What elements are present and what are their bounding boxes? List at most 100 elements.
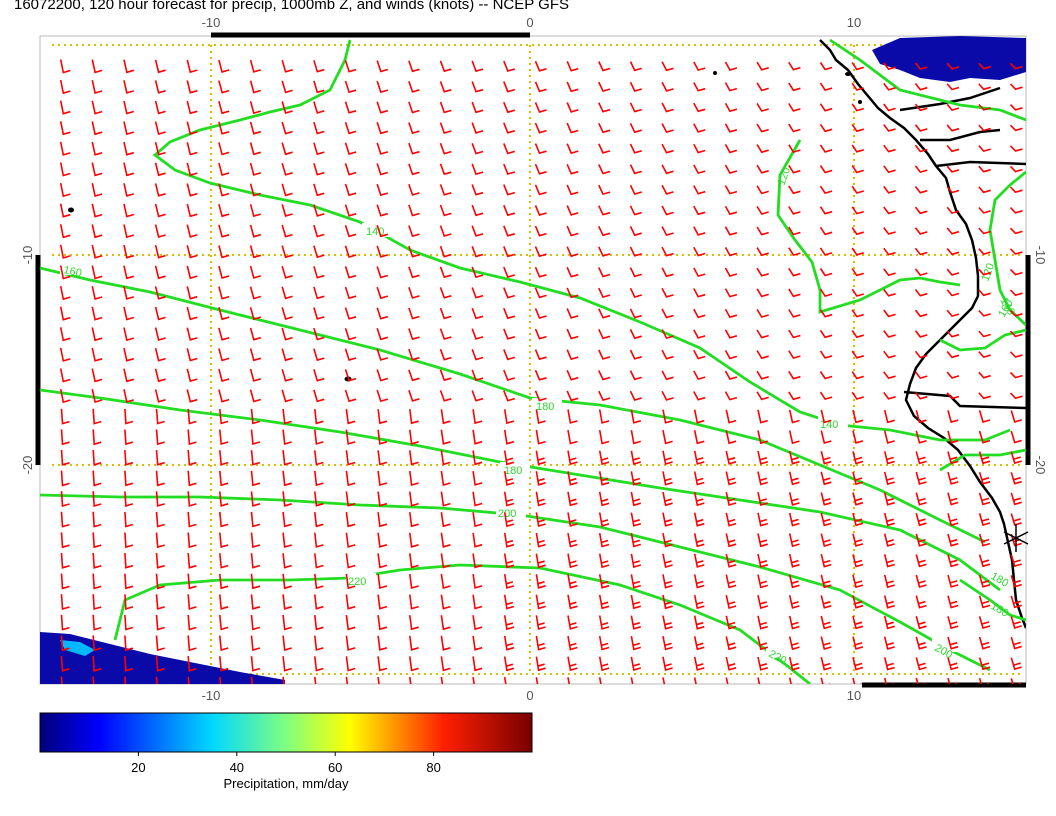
- colorbar-label: Precipitation, mm/day: [223, 776, 349, 791]
- wind-barb: [788, 144, 801, 154]
- wind-barb: [154, 389, 166, 403]
- wind-barb: [219, 553, 229, 569]
- wind-barb: [598, 594, 610, 610]
- wind-barb: [629, 267, 642, 278]
- wind-barb: [281, 59, 293, 73]
- wind-barb: [915, 512, 927, 527]
- wind-barb: [408, 307, 420, 320]
- wind-barb: [1010, 430, 1022, 444]
- wind-barb: [124, 573, 134, 590]
- wind-barb: [693, 594, 705, 610]
- wind-barb: [724, 288, 738, 298]
- wind-barb: [219, 573, 229, 590]
- wind-barb: [503, 122, 516, 134]
- wind-barb: [313, 183, 325, 197]
- wind-barb: [883, 471, 895, 486]
- wind-barb: [218, 80, 230, 94]
- wind-barb: [124, 511, 134, 528]
- contour-line-east-6: [959, 578, 1026, 622]
- wind-barb: [947, 636, 959, 650]
- wind-barb: [535, 532, 546, 548]
- lat-tick-right: -20: [1033, 456, 1048, 475]
- wind-barb: [1009, 104, 1023, 111]
- wind-barb: [345, 635, 356, 651]
- wind-barb: [725, 409, 737, 424]
- wind-barb: [661, 267, 674, 278]
- wind-barb: [662, 553, 673, 569]
- lat-tick-right: -10: [1033, 246, 1048, 265]
- wind-barb: [819, 247, 833, 256]
- wind-barb: [534, 143, 547, 155]
- wind-barb: [471, 266, 484, 279]
- wind-barb: [218, 59, 230, 73]
- wind-barb: [471, 143, 484, 155]
- wind-barb: [503, 101, 516, 114]
- wind-barb: [852, 512, 864, 527]
- wind-barb: [376, 389, 389, 403]
- wind-barb: [851, 144, 865, 153]
- wind-barb: [693, 574, 705, 589]
- wind-barb: [439, 163, 452, 176]
- wind-barb: [250, 573, 261, 590]
- wind-barb: [439, 81, 452, 93]
- wind-barb: [281, 224, 293, 238]
- wind-barb: [883, 247, 896, 256]
- wind-barb: [978, 371, 991, 379]
- wind-barb: [503, 143, 516, 155]
- wind-barb: [314, 615, 324, 631]
- wind-barb: [693, 164, 706, 175]
- wind-barb: [344, 121, 357, 135]
- wind-barb: [249, 142, 262, 156]
- wind-barb: [123, 224, 135, 239]
- wind-barb: [629, 143, 642, 154]
- wind-barb: [1010, 636, 1022, 650]
- wind-barb: [186, 348, 198, 362]
- wind-barb: [250, 594, 261, 610]
- wind-barb: [629, 184, 642, 195]
- wind-barb: [914, 289, 928, 297]
- wind-barb: [440, 450, 451, 466]
- wind-barb: [218, 306, 230, 321]
- wind-barb: [376, 80, 389, 94]
- wind-barb: [154, 80, 166, 94]
- wind-barb: [503, 532, 515, 548]
- wind-barb: [693, 205, 706, 216]
- wind-barb: [314, 450, 324, 466]
- wind-barb: [503, 287, 516, 299]
- wind-barb: [409, 532, 419, 548]
- wind-barb: [60, 511, 70, 528]
- wind-barb: [629, 164, 642, 175]
- wind-barb: [756, 226, 769, 236]
- wind-barb: [662, 615, 673, 630]
- wind-barb: [662, 594, 673, 610]
- wind-barb: [693, 391, 706, 401]
- wind-barb: [947, 677, 958, 684]
- wind-barb: [1010, 616, 1022, 629]
- wind-barb: [978, 124, 991, 132]
- wind-barb: [472, 573, 483, 589]
- wind-barb: [123, 183, 135, 197]
- wind-barb: [60, 635, 70, 652]
- wind-barb: [630, 491, 642, 507]
- wind-barb: [377, 512, 388, 528]
- wind-barb: [915, 554, 927, 568]
- wind-barb: [567, 532, 578, 548]
- wind-barb: [598, 287, 611, 299]
- contour-label: 180: [536, 401, 554, 413]
- wind-barb: [124, 450, 134, 466]
- map-title: 16072200, 120 hour forecast for precip, …: [14, 0, 569, 13]
- wind-barb: [598, 184, 611, 196]
- wind-barb: [661, 226, 674, 237]
- wind-barb: [92, 408, 102, 425]
- wind-barb: [757, 512, 769, 527]
- wind-barb: [313, 60, 325, 73]
- wind-barb: [1009, 124, 1023, 132]
- wind-barb: [92, 573, 102, 590]
- wind-barb: [852, 574, 864, 589]
- wind-barb: [978, 430, 991, 444]
- wind-barbs: [59, 59, 1023, 684]
- wind-barb: [91, 286, 103, 301]
- wind-barb: [282, 656, 292, 672]
- wind-barb: [439, 142, 452, 155]
- wind-barb: [757, 574, 769, 589]
